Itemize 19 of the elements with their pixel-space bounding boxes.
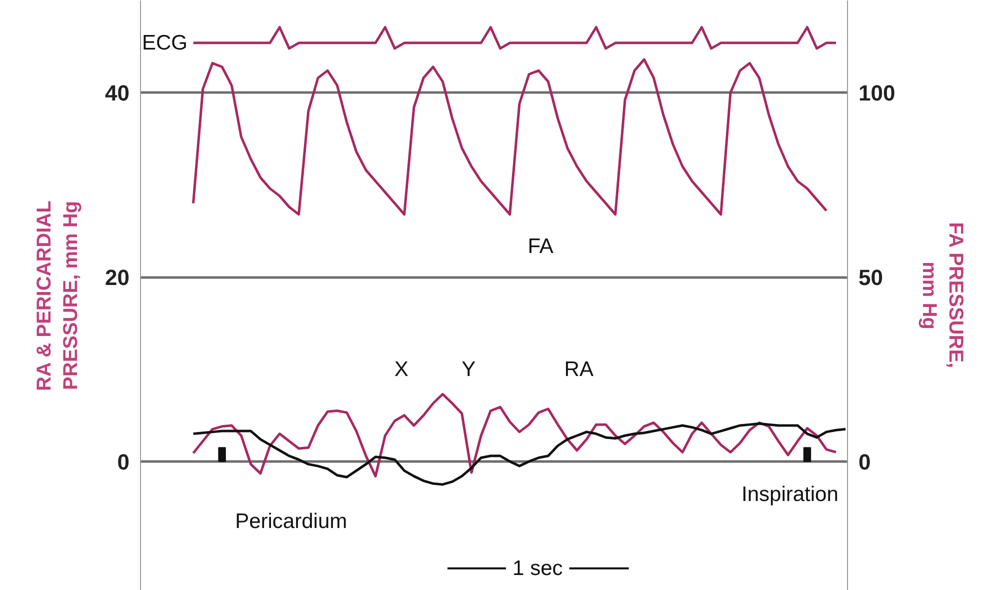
y-tick-label: 40 <box>105 80 130 106</box>
annotation: X <box>394 358 408 381</box>
series-label: RA <box>564 358 594 381</box>
line-series <box>192 58 828 216</box>
series-label: FA <box>528 235 554 258</box>
y2-tick-label: 100 <box>858 80 896 106</box>
line-series <box>192 422 847 486</box>
y2-tick-label: 0 <box>858 449 871 474</box>
series-label: ECG <box>142 31 188 54</box>
annotation: Y <box>462 358 476 381</box>
y2-tick-label: 50 <box>858 265 883 290</box>
series-label: Pericardium <box>235 510 348 533</box>
y2-axis-title: FA PRESSURE, mm Hg <box>918 222 967 368</box>
y-tick-label: 0 <box>117 449 130 474</box>
y-axis-title: RA & PERICARDIAL PRESSURE, mm Hg <box>34 200 82 392</box>
y-tick-label: 20 <box>105 265 130 290</box>
line-series <box>192 392 838 478</box>
series-label: Inspiration <box>742 483 838 506</box>
annotation: 1 sec <box>512 556 563 580</box>
